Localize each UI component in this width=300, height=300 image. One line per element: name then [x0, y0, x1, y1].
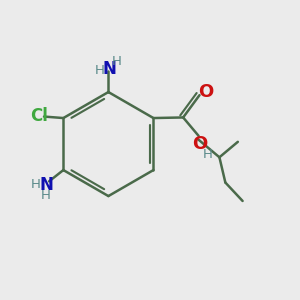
Text: H: H: [31, 178, 41, 191]
Text: H: H: [40, 189, 50, 202]
Text: N: N: [102, 60, 116, 78]
Text: H: H: [112, 55, 122, 68]
Text: O: O: [198, 82, 214, 100]
Text: H: H: [94, 64, 104, 76]
Text: Cl: Cl: [30, 107, 48, 125]
Text: H: H: [202, 148, 212, 161]
Text: N: N: [39, 176, 53, 194]
Text: O: O: [192, 135, 207, 153]
